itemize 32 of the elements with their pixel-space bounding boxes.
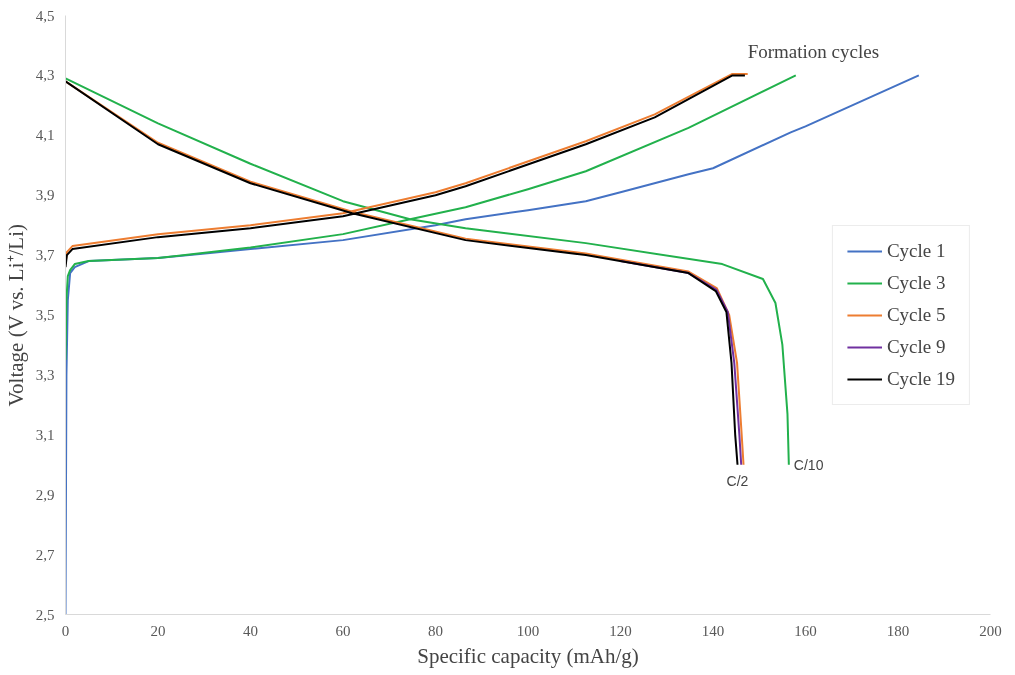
y-tick-label: 3,1 <box>35 426 55 443</box>
y-tick-label: 4,5 <box>35 7 55 24</box>
y-tick-label: 4,1 <box>35 127 55 144</box>
annotation: C/2 <box>726 472 749 489</box>
x-tick-label: 80 <box>428 622 443 639</box>
x-tick-label: 120 <box>609 622 632 639</box>
x-tick-label: 0 <box>61 622 70 639</box>
y-axis-title: Voltage (V vs. Li⁺/Li) <box>3 224 28 407</box>
y-tick-label: 4,3 <box>35 67 55 84</box>
legend-label: Cycle 19 <box>886 367 955 390</box>
annotation: C/10 <box>793 456 824 473</box>
annotation: Formation cycles <box>747 41 880 63</box>
x-tick-label: 20 <box>150 622 166 639</box>
x-tick-label: 40 <box>243 622 258 639</box>
x-tick-label: 160 <box>794 622 817 639</box>
legend-label: Cycle 3 <box>886 271 946 294</box>
x-tick-label: 60 <box>335 622 351 639</box>
x-tick-label: 100 <box>516 622 540 639</box>
x-axis-title: Specific capacity (mAh/g) <box>417 643 639 668</box>
y-tick-label: 2,9 <box>35 486 55 503</box>
legend-label: Cycle 9 <box>886 335 946 358</box>
legend-label: Cycle 1 <box>886 239 946 262</box>
x-tick-label: 200 <box>979 622 1002 639</box>
legend-label: Cycle 5 <box>886 303 946 326</box>
y-tick-label: 3,5 <box>35 307 55 323</box>
y-tick-label: 3,7 <box>35 247 55 264</box>
x-tick-label: 180 <box>886 622 910 639</box>
y-tick-label: 3,9 <box>35 187 55 204</box>
x-tick-label: 140 <box>701 622 725 639</box>
y-tick-label: 2,5 <box>35 606 55 623</box>
y-tick-label: 3,3 <box>35 366 55 383</box>
y-tick-label: 2,7 <box>35 546 55 563</box>
